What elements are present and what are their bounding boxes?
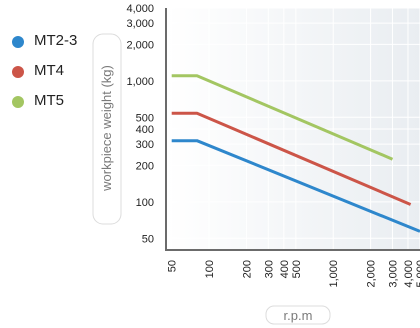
y-tick-label: 100 [136,197,154,209]
y-tick-label: 400 [136,124,154,136]
y-tick-label: 200 [136,160,154,172]
x-tick-label: 200 [241,260,253,278]
x-axis-title: r.p.m [284,308,313,323]
x-tick-label: 5,000 [415,260,420,288]
series-line-mt5 [171,74,394,161]
y-tick-label: 2,000 [126,39,154,51]
series-line-mt4 [171,111,412,206]
y-tick-label: 3,000 [126,18,154,30]
x-tick-label: 50 [167,260,179,272]
series-line-mt2-3 [171,139,420,233]
x-tick-label: 3,000 [388,260,400,288]
y-tick-label: 4,000 [126,3,154,15]
x-tick-label: 2,000 [366,260,378,288]
legend-swatch-mt5 [12,96,24,108]
x-tick-label: 4,000 [403,260,415,288]
y-axis-title: workpiece weight (kg) [99,65,114,192]
y-tick-label: 500 [136,112,154,124]
legend-label-mt4: MT4 [34,62,64,79]
x-axis-title-box [265,305,331,325]
x-tick-label: 1,000 [328,260,340,288]
legend-label-mt2-3: MT2-3 [34,32,78,49]
y-tick-label: 1,000 [126,76,154,88]
y-tick-label: 50 [142,233,154,245]
legend-swatch-mt4 [12,66,24,78]
legend-label-mt5: MT5 [34,92,64,109]
y-axis-title-box [92,33,122,225]
x-tick-label: 400 [279,260,291,278]
x-tick-label: 100 [204,260,216,278]
legend-swatch-mt2-3 [12,36,24,48]
x-tick-label: 500 [291,260,303,278]
x-tick-label: 300 [263,260,275,278]
y-tick-label: 300 [136,139,154,151]
